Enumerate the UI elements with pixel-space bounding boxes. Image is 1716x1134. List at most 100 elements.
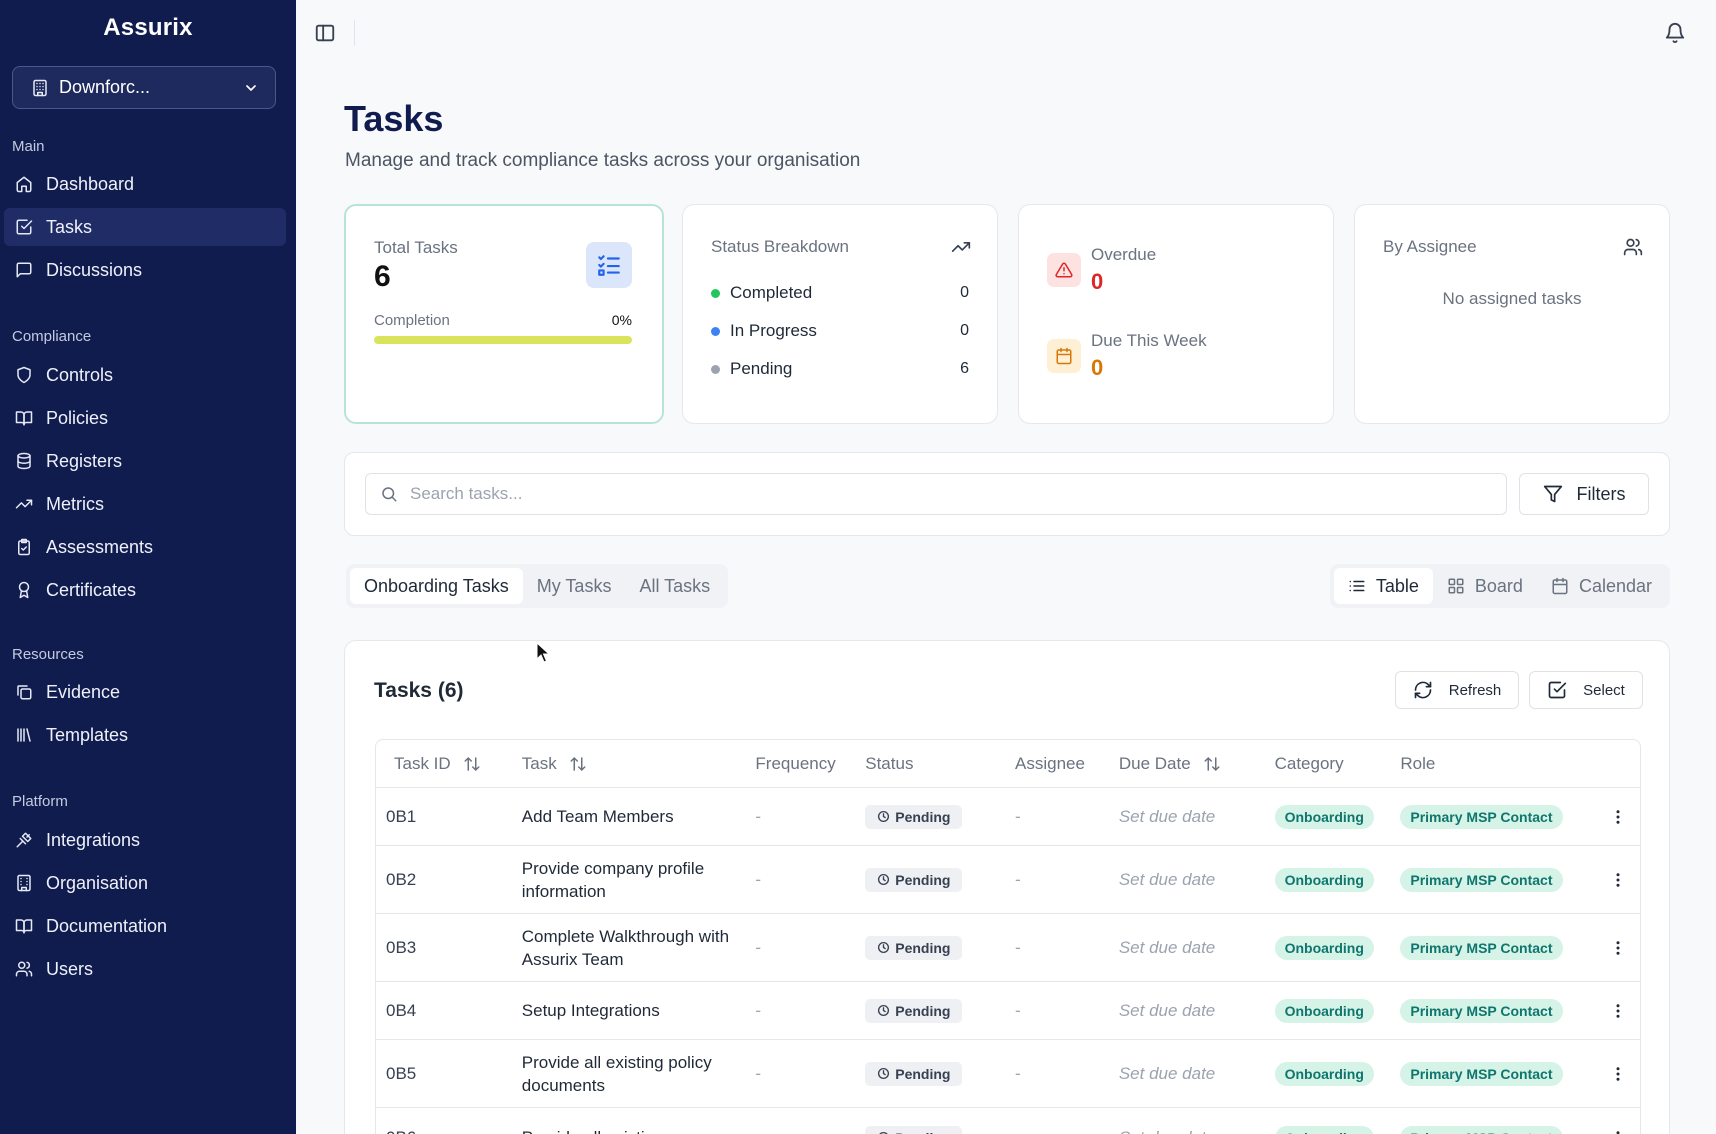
column-label: Task ID xyxy=(394,753,451,773)
task-name-cell[interactable]: Provide all existing xyxy=(522,1126,756,1134)
filters-button[interactable]: Filters xyxy=(1519,473,1649,515)
status-badge[interactable]: Pending xyxy=(865,867,963,892)
view-calendar[interactable]: Calendar xyxy=(1537,568,1666,604)
sidebar-item-integrations[interactable]: Integrations xyxy=(4,821,286,859)
sidebar-item-evidence[interactable]: Evidence xyxy=(4,673,286,711)
completion-label: Completion xyxy=(374,312,450,329)
more-vertical-icon[interactable] xyxy=(1609,871,1627,889)
section-label-resources: Resources xyxy=(12,646,84,663)
table-row[interactable]: 0B2 Provide company profile information - P… xyxy=(376,846,1640,914)
filter-icon xyxy=(1543,485,1562,503)
task-name-cell[interactable]: Provide all existing policy documents xyxy=(521,1052,712,1095)
table-header-row: Task ID Task Frequency Status Assignee D… xyxy=(376,740,1640,788)
status-cell: Pending xyxy=(865,1061,1015,1086)
role-cell: Primary MSP Contact xyxy=(1400,804,1596,829)
more-vertical-icon[interactable] xyxy=(1609,939,1627,957)
search-input[interactable] xyxy=(410,484,1490,504)
search-box[interactable] xyxy=(365,473,1507,515)
sidebar-toggle-icon[interactable] xyxy=(314,22,336,44)
search-panel: Filters xyxy=(344,452,1670,536)
frequency-cell: - xyxy=(755,806,762,826)
assignee-cell[interactable]: - xyxy=(1015,1128,1119,1134)
assignee-cell[interactable]: - xyxy=(1015,1063,1021,1083)
check-square-icon xyxy=(14,217,34,237)
sidebar-item-tasks[interactable]: Tasks xyxy=(4,208,286,246)
sidebar-item-assessments[interactable]: Assessments xyxy=(4,528,286,566)
role-badge: Primary MSP Contact xyxy=(1400,867,1563,892)
assignee-cell[interactable]: - xyxy=(1015,937,1021,957)
sidebar-item-documentation[interactable]: Documentation xyxy=(4,907,286,945)
status-badge[interactable]: Pending xyxy=(865,1125,963,1134)
sidebar-item-registers[interactable]: Registers xyxy=(4,442,286,480)
tab-all-tasks[interactable]: All Tasks xyxy=(639,575,711,596)
sidebar-item-metrics[interactable]: Metrics xyxy=(4,485,286,523)
status-badge[interactable]: Pending xyxy=(865,804,963,829)
bell-icon[interactable] xyxy=(1664,22,1686,44)
completion-percent: 0% xyxy=(611,312,632,328)
view-table[interactable]: Table xyxy=(1333,568,1433,604)
tab-my-tasks[interactable]: My Tasks xyxy=(536,575,612,596)
status-badge-label: Pending xyxy=(895,939,951,956)
plug-icon xyxy=(14,830,34,850)
column-header-task-id[interactable]: Task ID xyxy=(376,754,522,774)
more-vertical-icon[interactable] xyxy=(1609,1129,1627,1134)
due-date-cell[interactable]: Set due date xyxy=(1118,806,1216,826)
sidebar-item-templates[interactable]: Templates xyxy=(4,716,286,754)
view-board[interactable]: Board xyxy=(1433,568,1537,604)
assignee-cell[interactable]: - xyxy=(1015,869,1021,889)
status-badge[interactable]: Pending xyxy=(865,935,963,960)
status-badge[interactable]: Pending xyxy=(865,1061,963,1086)
chevron-down-icon xyxy=(243,80,259,96)
task-name-cell[interactable]: Add Team Members xyxy=(521,807,674,826)
assignee-cell[interactable]: - xyxy=(1015,806,1021,826)
table-row[interactable]: 0B5 Provide all existing policy documents… xyxy=(376,1040,1640,1108)
due-date-cell[interactable]: Set due date xyxy=(1118,937,1216,957)
sidebar-item-organisation[interactable]: Organisation xyxy=(4,864,286,902)
view-label: Calendar xyxy=(1578,575,1652,596)
building-icon xyxy=(14,873,34,893)
due-date-cell[interactable]: Set due date xyxy=(1118,1063,1216,1083)
sidebar-item-dashboard[interactable]: Dashboard xyxy=(4,165,286,203)
due-date-cell[interactable]: Set due date xyxy=(1118,869,1216,889)
more-vertical-icon[interactable] xyxy=(1609,1002,1627,1020)
sidebar-item-discussions[interactable]: Discussions xyxy=(4,251,286,289)
sidebar-item-controls[interactable]: Controls xyxy=(4,356,286,394)
more-vertical-icon[interactable] xyxy=(1609,808,1627,826)
task-id-cell: 0B1 xyxy=(386,806,417,826)
table-row[interactable]: 0B1 Add Team Members - Pending - Set due date… xyxy=(376,788,1640,846)
sidebar-item-label: Dashboard xyxy=(46,173,135,194)
refresh-button[interactable]: Refresh xyxy=(1395,671,1519,709)
assignee-cell[interactable]: - xyxy=(1015,1000,1021,1020)
task-name-cell[interactable]: Complete Walkthrough with Assurix Team xyxy=(521,926,730,969)
column-header-due-date[interactable]: Due Date xyxy=(1119,754,1275,774)
due-date-cell[interactable]: Set due date xyxy=(1119,1128,1275,1134)
table-row[interactable]: 0B3 Complete Walkthrough with Assurix Tea… xyxy=(376,914,1640,982)
organisation-selector[interactable]: Downforc... xyxy=(12,66,276,109)
status-badge[interactable]: Pending xyxy=(865,998,963,1023)
select-button[interactable]: Select xyxy=(1529,671,1643,709)
search-icon xyxy=(380,485,398,503)
task-name-cell[interactable]: Setup Integrations xyxy=(521,1001,660,1020)
sidebar-item-policies[interactable]: Policies xyxy=(4,399,286,437)
sidebar-item-certificates[interactable]: Certificates xyxy=(4,571,286,609)
more-vertical-icon[interactable] xyxy=(1609,1065,1627,1083)
tab-onboarding-tasks[interactable]: Onboarding Tasks xyxy=(350,568,523,604)
table-row[interactable]: 0B6Provide all existing-Pending-Set due … xyxy=(376,1108,1640,1134)
overdue-label: Overdue xyxy=(1091,245,1157,264)
sidebar-item-label: Organisation xyxy=(46,872,149,893)
table-row[interactable]: 0B4 Setup Integrations - Pending - Set due da… xyxy=(376,982,1640,1040)
tasks-table-card: Tasks (6) Refresh Select Task ID Task Fr… xyxy=(344,640,1670,1134)
trending-up-icon xyxy=(14,494,34,514)
role-badge: Primary MSP Contact xyxy=(1400,1061,1563,1086)
task-name-cell[interactable]: Provide company profile information xyxy=(521,858,705,901)
due-this-week-value: 0 xyxy=(1091,355,1104,380)
column-label: Due Date xyxy=(1118,753,1191,773)
due-date-cell[interactable]: Set due date xyxy=(1118,1000,1216,1020)
column-header-task[interactable]: Task xyxy=(522,752,756,775)
role-badge: Primary MSP Contact xyxy=(1400,998,1563,1023)
calendar-icon xyxy=(1552,577,1568,595)
section-label-platform: Platform xyxy=(12,793,68,810)
status-badge-label: Pending xyxy=(895,808,951,825)
sidebar-item-users[interactable]: Users xyxy=(4,950,286,988)
frequency-cell: - xyxy=(755,869,762,889)
